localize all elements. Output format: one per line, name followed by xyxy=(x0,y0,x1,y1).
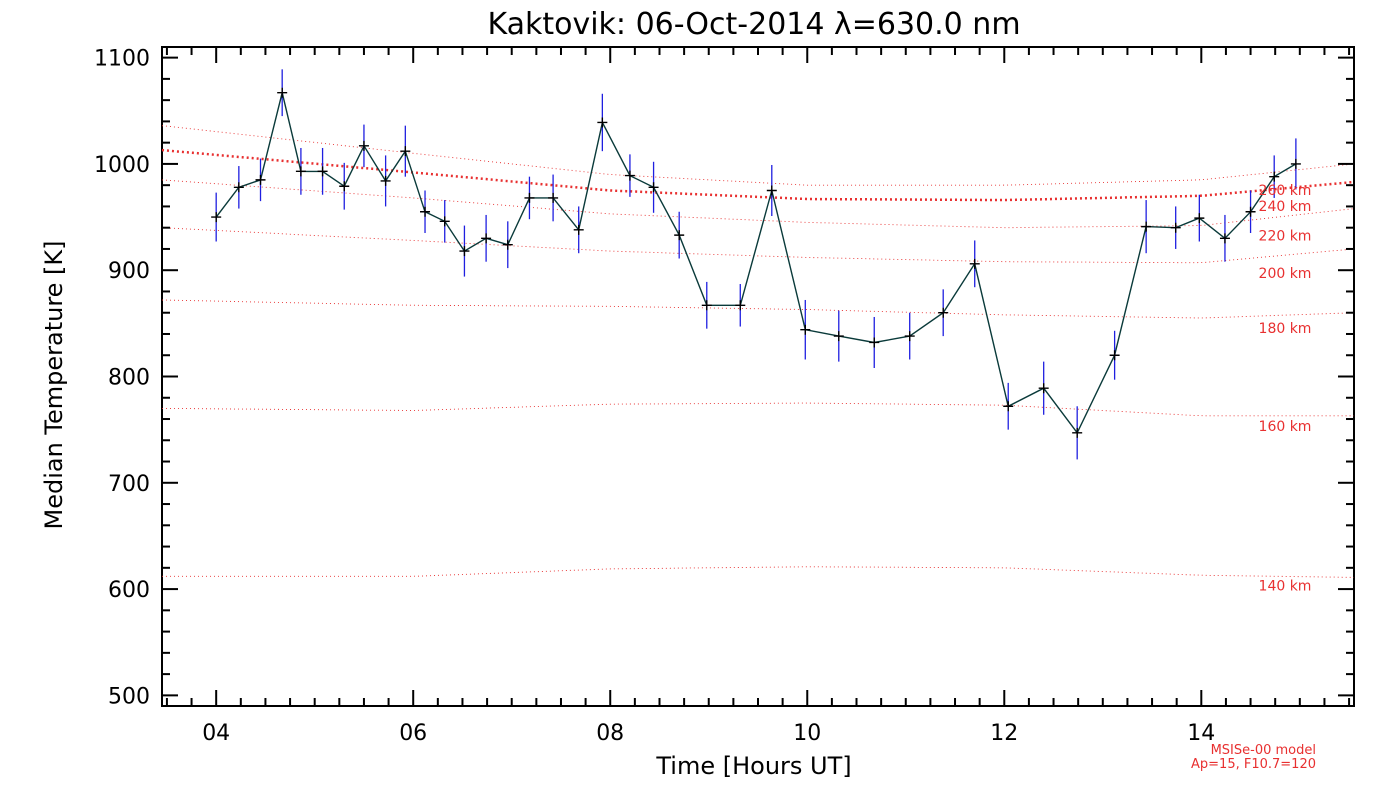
data-point xyxy=(400,146,411,157)
data-point xyxy=(481,233,492,244)
axis-ticks: 500 600 700 800 900 1000 1100 04 06 08 10 12 14 xyxy=(94,47,1354,746)
data-point xyxy=(969,258,980,269)
y-tick-label: 800 xyxy=(108,366,150,391)
data-point xyxy=(277,87,288,98)
model-note-line2: Ap=15, F10.7=120 xyxy=(1191,757,1316,772)
data-point xyxy=(1219,233,1230,244)
data-point xyxy=(674,230,685,241)
y-tick-label: 500 xyxy=(108,684,150,709)
altitude-label-220km: 220 km xyxy=(1259,229,1312,245)
data-point xyxy=(420,206,431,217)
data-point xyxy=(339,181,350,192)
data-point xyxy=(358,140,369,151)
model-curve-240km xyxy=(161,148,1355,202)
y-tick-label: 700 xyxy=(108,472,150,497)
model-curve-140km xyxy=(162,566,1355,578)
data-point xyxy=(833,331,844,342)
model-note-line1: MSISe-00 model xyxy=(1211,743,1316,758)
series-line xyxy=(215,92,1297,435)
temperature-series xyxy=(211,69,1301,460)
model-curve-260km xyxy=(161,125,1355,186)
data-point xyxy=(1141,221,1152,232)
data-point xyxy=(524,192,535,203)
y-axis-label: Median Temperature [K] xyxy=(40,240,68,529)
data-point xyxy=(380,175,391,186)
data-point xyxy=(624,170,635,181)
data-point xyxy=(295,166,306,177)
data-point xyxy=(648,182,659,193)
x-tick-label: 10 xyxy=(793,721,821,746)
chart-title: Kaktovik: 06-Oct-2014 λ=630.0 nm xyxy=(487,7,1020,42)
data-point xyxy=(1170,222,1181,233)
data-point xyxy=(1194,213,1205,224)
data-point xyxy=(255,174,266,185)
data-point xyxy=(317,166,328,177)
data-point xyxy=(735,300,746,311)
data-point xyxy=(1003,401,1014,412)
data-point xyxy=(766,185,777,196)
data-point xyxy=(869,337,880,348)
x-tick-label: 06 xyxy=(399,721,427,746)
x-tick-label: 08 xyxy=(596,721,624,746)
data-point xyxy=(1245,206,1256,217)
data-point xyxy=(439,216,450,227)
data-point xyxy=(701,300,712,311)
model-curve-180km xyxy=(161,299,1355,319)
model-curve-200km xyxy=(161,227,1355,264)
data-point xyxy=(502,239,513,250)
data-point xyxy=(800,324,811,335)
altitude-labels: 140 km 160 km 180 km 200 km 220 km 240 km260 … xyxy=(1259,183,1312,594)
y-tick-label: 600 xyxy=(108,578,150,603)
data-point xyxy=(233,182,244,193)
y-tick-label: 1100 xyxy=(94,47,150,72)
altitude-label-240km: 240 km xyxy=(1259,199,1312,215)
x-tick-label: 04 xyxy=(202,721,230,746)
altitude-label-160km: 160 km xyxy=(1259,419,1312,435)
x-axis-label: Time [Hours UT] xyxy=(655,752,851,780)
data-point xyxy=(1269,171,1280,182)
data-point xyxy=(1290,158,1301,169)
data-point xyxy=(904,331,915,342)
y-tick-label: 1000 xyxy=(94,153,150,178)
altitude-label-260km: 260 km xyxy=(1259,183,1312,199)
data-point xyxy=(1038,383,1049,394)
x-tick-label: 12 xyxy=(990,721,1018,746)
data-point xyxy=(459,246,470,257)
data-point xyxy=(1072,427,1083,438)
data-point xyxy=(938,307,949,318)
x-tick-label: 14 xyxy=(1187,721,1215,746)
data-point xyxy=(573,224,584,235)
altitude-label-200km: 200 km xyxy=(1259,266,1312,282)
y-tick-label: 900 xyxy=(108,259,150,284)
altitude-label-180km: 180 km xyxy=(1259,321,1312,337)
model-curves xyxy=(161,125,1355,578)
data-point xyxy=(211,212,222,223)
plot-frame xyxy=(161,46,1355,707)
data-point xyxy=(548,192,559,203)
data-point xyxy=(1109,350,1120,361)
model-curve-160km xyxy=(161,402,1354,417)
altitude-label-140km: 140 km xyxy=(1259,578,1312,594)
data-point xyxy=(597,117,608,128)
